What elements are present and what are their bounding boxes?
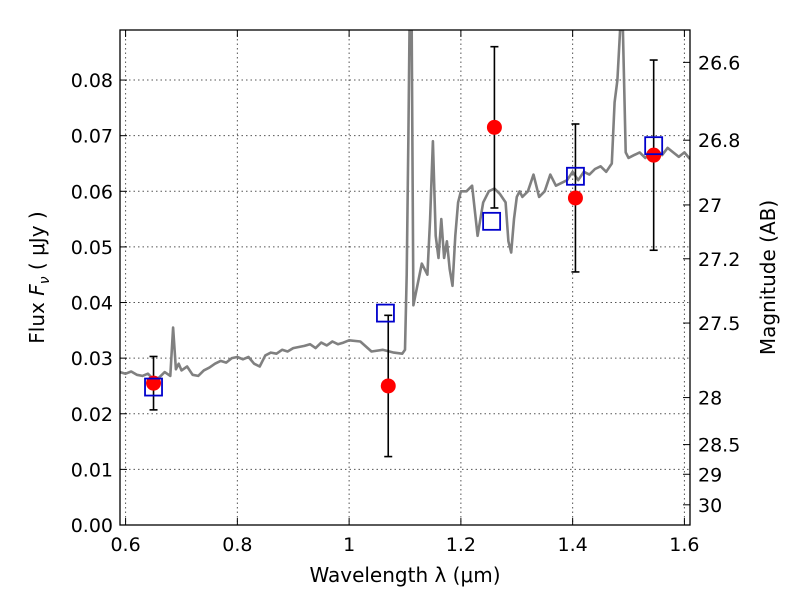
y-axis-label-subscript: ν <box>37 276 53 284</box>
observed-points <box>146 119 662 394</box>
y-tick-label: 0.07 <box>71 126 113 148</box>
y-tick-label: 0.06 <box>71 181 113 203</box>
observed-point <box>486 119 502 135</box>
observed-point <box>380 378 396 394</box>
error-bars <box>149 45 658 458</box>
y-tick-label: 0.02 <box>71 404 113 426</box>
tick-labels: 0.6 0.8 1 1.2 1.4 1.6 0.00 0.01 0.02 0.03 0.04 0.05… <box>71 52 741 556</box>
axis-ticks <box>120 30 690 526</box>
model-photometry-point <box>644 136 664 156</box>
plot-frame <box>119 29 691 526</box>
grid-layer <box>120 30 690 526</box>
model-spectrum-line <box>120 30 690 381</box>
y2-tick-label: 28 <box>698 388 722 410</box>
y-tick-label: 0.00 <box>71 515 113 537</box>
model-photometry-point <box>376 303 395 323</box>
y2-tick-label: 27.5 <box>698 313 740 335</box>
y2-tick-label: 26.6 <box>698 52 740 74</box>
model-photometry-points <box>144 136 664 397</box>
x-tick-label: 0.6 <box>110 534 140 556</box>
y2-tick-label: 30 <box>698 495 722 517</box>
observed-point <box>567 190 583 206</box>
y-axis-label-prefix: Flux <box>25 296 49 344</box>
y2-tick-label: 28.5 <box>698 435 740 457</box>
x-axis-label: Wavelength λ (μm) <box>309 563 500 587</box>
y-axis-label: Flux Fν ( μJy ) <box>25 211 53 343</box>
y2-tick-label: 26.8 <box>698 130 740 152</box>
model-photometry-point <box>144 377 163 397</box>
y-tick-label: 0.08 <box>71 70 113 92</box>
y-tick-label: 0.04 <box>71 293 113 315</box>
observed-point <box>646 147 662 163</box>
x-tick-label: 1 <box>343 534 355 556</box>
y-tick-label: 0.05 <box>71 237 113 259</box>
y2-tick-label: 27.2 <box>698 249 740 271</box>
x-tick-label: 1.6 <box>669 534 699 556</box>
y-axis-label-suffix: ( μJy ) <box>25 211 49 276</box>
x-tick-label: 0.8 <box>222 534 252 556</box>
y-tick-label: 0.01 <box>71 459 113 481</box>
y2-tick-label: 29 <box>698 464 722 486</box>
y2-axis-label: Magnitude (AB) <box>756 200 780 355</box>
y2-tick-label: 27 <box>698 195 722 217</box>
model-photometry-point <box>482 211 502 231</box>
y-axis-label-symbol: F <box>25 284 49 296</box>
y-tick-label: 0.03 <box>71 348 113 370</box>
x-tick-label: 1.2 <box>446 534 476 556</box>
model-photometry-point <box>566 166 585 186</box>
x-tick-label: 1.4 <box>558 534 588 556</box>
